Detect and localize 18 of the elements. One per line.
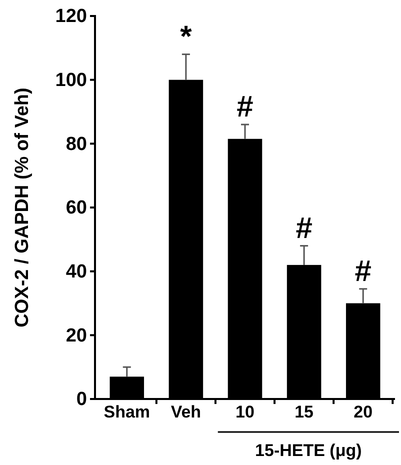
y-axis-title: COX-2 / GAPDH (% of Veh) [12, 88, 33, 328]
y-tick-label: 60 [66, 198, 87, 219]
x-tick-label: Sham [104, 402, 150, 422]
y-tick-label: 120 [55, 6, 87, 28]
y-tick-label: 0 [76, 389, 87, 410]
annotation: * [180, 20, 192, 54]
text: 15-HETE (μg) [255, 441, 362, 460]
annotation: # [296, 212, 313, 245]
annotation: # [236, 90, 254, 124]
x-tick-label: 20 [354, 402, 373, 422]
y-tick-label: 80 [66, 134, 87, 155]
x-tick-label: Veh [170, 402, 202, 422]
y-tick-label: 40 [66, 261, 87, 282]
x-tick-label: 15 [294, 402, 314, 422]
annotation: # [354, 254, 372, 288]
y-tick-label: 20 [66, 325, 87, 346]
y-tick-label: 100 [55, 70, 87, 91]
x-tick-label: 10 [236, 402, 254, 422]
